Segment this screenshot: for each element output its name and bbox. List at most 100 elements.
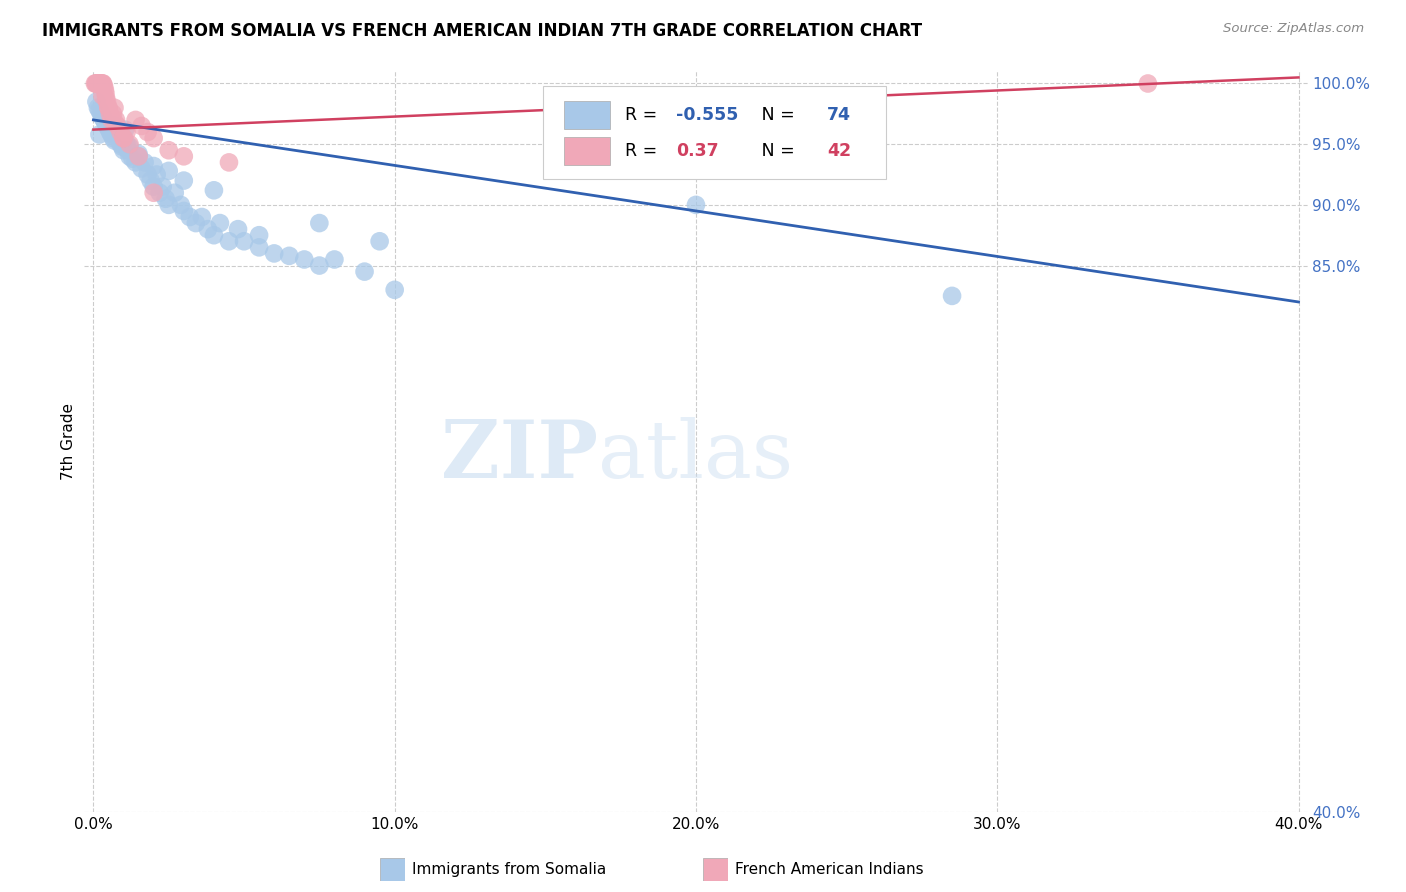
Point	[218, 234, 240, 248]
Point	[179, 210, 201, 224]
Point	[263, 246, 285, 260]
Point	[121, 152, 143, 166]
Point	[84, 77, 107, 91]
Point	[87, 77, 110, 91]
Text: 74: 74	[827, 106, 851, 124]
Point	[94, 91, 117, 105]
Point	[131, 161, 153, 176]
Point	[101, 131, 124, 145]
Point	[103, 115, 125, 129]
Text: R =: R =	[626, 106, 662, 124]
Point	[157, 198, 180, 212]
Point	[173, 203, 195, 218]
Point	[90, 77, 112, 91]
Point	[94, 82, 117, 96]
Point	[84, 77, 107, 91]
Point	[278, 249, 301, 263]
Point	[112, 143, 135, 157]
Text: ZIP: ZIP	[441, 417, 598, 495]
Text: IMMIGRANTS FROM SOMALIA VS FRENCH AMERICAN INDIAN 7TH GRADE CORRELATION CHART: IMMIGRANTS FROM SOMALIA VS FRENCH AMERIC…	[42, 22, 922, 40]
Point	[142, 159, 165, 173]
Point	[124, 112, 146, 127]
Point	[247, 228, 270, 243]
Text: N =: N =	[745, 106, 800, 124]
Point	[226, 222, 249, 236]
Point	[105, 112, 127, 127]
Point	[98, 107, 121, 121]
Text: 0.37: 0.37	[676, 142, 718, 161]
Point	[163, 186, 186, 200]
Point	[202, 183, 225, 197]
Point	[208, 216, 231, 230]
Point	[86, 95, 108, 109]
Point	[91, 111, 114, 125]
Point	[97, 121, 120, 136]
Point	[98, 125, 121, 139]
Point	[112, 131, 135, 145]
Point	[110, 125, 132, 139]
Point	[384, 283, 406, 297]
Point	[97, 101, 120, 115]
Point	[89, 103, 111, 118]
Point	[197, 222, 219, 236]
Point	[91, 77, 114, 91]
Point	[89, 77, 111, 91]
Y-axis label: 7th Grade: 7th Grade	[60, 403, 76, 480]
Point	[118, 137, 141, 152]
Point	[142, 131, 165, 145]
Point	[110, 137, 132, 152]
Point	[353, 265, 375, 279]
Point	[152, 179, 174, 194]
Point	[136, 125, 159, 139]
Point	[145, 168, 167, 182]
Point	[139, 173, 162, 187]
Point	[100, 119, 122, 133]
Point	[202, 228, 225, 243]
Point	[97, 101, 120, 115]
Point	[90, 77, 112, 91]
Point	[170, 198, 193, 212]
Point	[94, 115, 117, 129]
Point	[91, 88, 114, 103]
Point	[91, 109, 114, 123]
Point	[155, 192, 177, 206]
Point	[112, 131, 135, 145]
Point	[1136, 77, 1159, 91]
Point	[292, 252, 315, 267]
Point	[115, 125, 138, 139]
Point	[89, 128, 111, 142]
Point	[114, 122, 136, 136]
Point	[247, 240, 270, 254]
Point	[111, 139, 134, 153]
Point	[157, 143, 180, 157]
Text: Immigrants from Somalia: Immigrants from Somalia	[412, 863, 606, 877]
Point	[134, 155, 156, 169]
Point	[90, 107, 112, 121]
Text: 42: 42	[827, 142, 851, 161]
Point	[100, 112, 122, 127]
Point	[91, 77, 114, 91]
Point	[128, 149, 150, 163]
Point	[107, 119, 129, 133]
Point	[103, 134, 125, 148]
Point	[86, 77, 108, 91]
Point	[173, 173, 195, 187]
Point	[142, 179, 165, 194]
Point	[685, 198, 707, 212]
Point	[96, 95, 118, 109]
Point	[173, 149, 195, 163]
Point	[117, 143, 139, 157]
Point	[368, 234, 391, 248]
Point	[131, 119, 153, 133]
Point	[118, 139, 141, 153]
Point	[103, 101, 125, 115]
Point	[941, 289, 963, 303]
Point	[105, 128, 127, 142]
Text: -0.555: -0.555	[676, 106, 738, 124]
Point	[94, 115, 117, 129]
Point	[149, 186, 172, 200]
Text: French American Indians: French American Indians	[735, 863, 924, 877]
Point	[107, 125, 129, 139]
Point	[118, 149, 141, 163]
Point	[191, 210, 214, 224]
